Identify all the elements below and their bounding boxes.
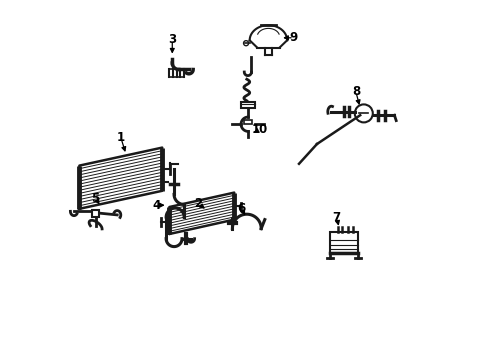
FancyBboxPatch shape — [242, 102, 255, 108]
FancyBboxPatch shape — [92, 210, 99, 217]
FancyBboxPatch shape — [245, 120, 252, 124]
Text: 6: 6 — [237, 202, 245, 215]
Text: 1: 1 — [117, 131, 125, 144]
Text: 4: 4 — [153, 199, 161, 212]
Text: 7: 7 — [333, 211, 341, 224]
Text: 3: 3 — [168, 33, 176, 46]
FancyBboxPatch shape — [330, 232, 358, 253]
Text: 2: 2 — [194, 197, 202, 210]
Text: 5: 5 — [92, 192, 100, 204]
Text: 10: 10 — [252, 123, 268, 136]
Text: 9: 9 — [290, 31, 298, 44]
Text: 8: 8 — [352, 85, 360, 98]
